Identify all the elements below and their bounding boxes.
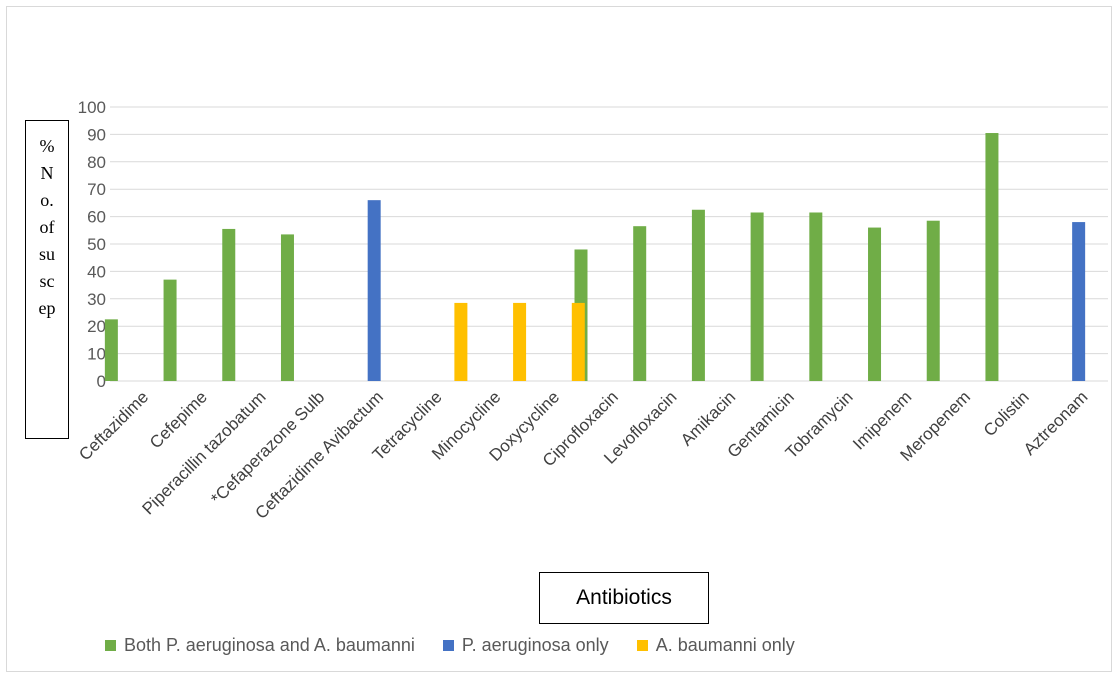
bars bbox=[104, 133, 1086, 381]
y-axis-label-line: o. bbox=[40, 190, 54, 210]
y-axis-label: % N o. of su sc ep bbox=[25, 120, 69, 439]
x-axis-label: Antibiotics bbox=[539, 572, 709, 624]
legend-swatch bbox=[442, 639, 454, 651]
legend-item-a-baumanni: A. baumanni only bbox=[636, 634, 795, 656]
y-tick-labels: 0 10 20 30 40 50 60 70 80 90 100 bbox=[78, 98, 106, 391]
y-tick-label: 20 bbox=[87, 317, 106, 336]
bar bbox=[691, 209, 705, 381]
bar bbox=[280, 234, 294, 381]
legend-item-both: Both P. aeruginosa and A. baumanni bbox=[105, 635, 415, 656]
bar bbox=[633, 226, 647, 381]
bar bbox=[222, 228, 236, 381]
bar bbox=[454, 302, 468, 381]
x-category-label: Colistin bbox=[980, 387, 1033, 440]
x-category-label: Amikacin bbox=[677, 387, 739, 449]
legend-swatch bbox=[105, 639, 116, 651]
x-category-label: *Cefaperazone Sulb bbox=[207, 387, 328, 508]
bar bbox=[571, 302, 585, 381]
legend-swatch bbox=[636, 639, 648, 651]
y-axis-label-line: of bbox=[39, 217, 55, 237]
y-tick-label: 50 bbox=[87, 235, 106, 254]
legend: Both P. aeruginosa and A. baumanni P. ae… bbox=[105, 632, 823, 658]
y-tick-label: 10 bbox=[87, 345, 106, 364]
gridlines bbox=[110, 106, 1108, 382]
y-tick-label: 0 bbox=[97, 372, 106, 391]
bar bbox=[926, 220, 940, 381]
bar bbox=[104, 319, 118, 381]
y-tick-label: 100 bbox=[78, 98, 106, 117]
legend-label: A. baumanni only bbox=[655, 634, 795, 655]
y-axis-label-line: N bbox=[40, 163, 54, 183]
bar bbox=[750, 212, 764, 381]
y-tick-label: 30 bbox=[87, 290, 106, 309]
x-axis-label-text: Antibiotics bbox=[576, 586, 672, 609]
legend-label: P. aeruginosa only bbox=[461, 634, 609, 655]
x-category-label: Ceftazidime bbox=[75, 387, 152, 464]
x-category-label: Aztreonam bbox=[1020, 387, 1092, 459]
legend-item-p-aeruginosa: P. aeruginosa only bbox=[442, 634, 609, 656]
bar bbox=[1072, 222, 1086, 381]
y-tick-label: 90 bbox=[87, 125, 106, 144]
legend-label: Both P. aeruginosa and A. baumanni bbox=[124, 634, 415, 655]
bar bbox=[809, 212, 823, 381]
y-axis-label-line: sc bbox=[39, 271, 55, 291]
bar bbox=[513, 302, 527, 381]
y-axis-label-line: ep bbox=[38, 298, 56, 318]
bar bbox=[985, 133, 999, 381]
y-tick-label: 40 bbox=[87, 262, 106, 281]
y-axis-label-line: su bbox=[38, 244, 55, 264]
y-tick-label: 70 bbox=[87, 180, 106, 199]
y-tick-label: 80 bbox=[87, 153, 106, 172]
bar bbox=[868, 227, 882, 381]
y-tick-label: 60 bbox=[87, 208, 106, 227]
bar bbox=[367, 200, 381, 381]
y-axis-label-line: % bbox=[39, 136, 55, 156]
bar bbox=[163, 279, 177, 381]
